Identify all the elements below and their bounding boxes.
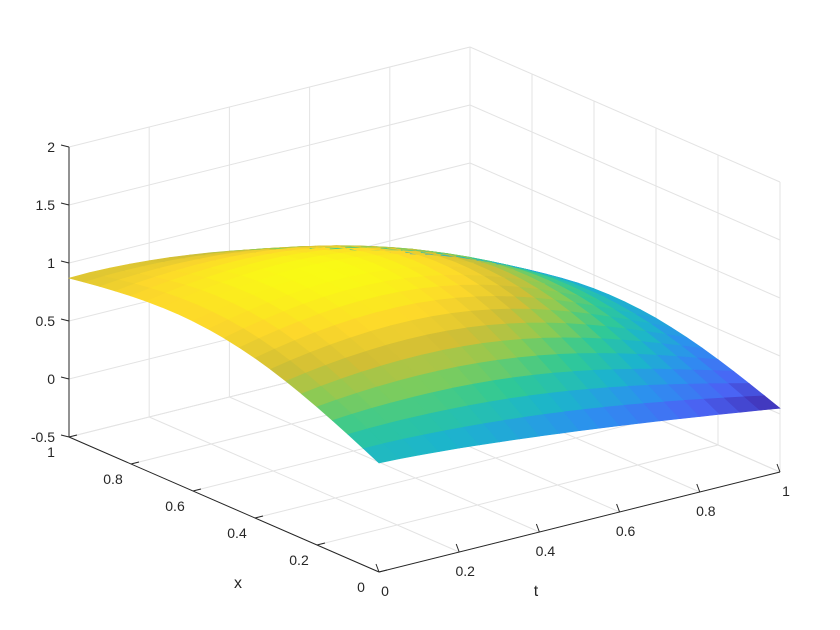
x-tick-label: 0.2 xyxy=(289,552,309,568)
x-tick-mark xyxy=(192,488,202,492)
t-tick-mark xyxy=(776,463,781,473)
x-tick-label: 0.8 xyxy=(103,471,123,487)
t-tick-label: 1 xyxy=(782,483,790,499)
x-tick-label: 0 xyxy=(357,579,365,595)
z-tick-mark xyxy=(60,318,70,322)
t-tick-mark xyxy=(455,543,460,553)
z-tick-label: 2 xyxy=(47,139,55,155)
x-tick-label: 1 xyxy=(47,444,55,460)
x-tick-mark xyxy=(316,542,326,546)
side-wall-grid-line xyxy=(469,46,781,183)
t-tick-label: 0 xyxy=(381,583,389,599)
t-tick-label: 0.4 xyxy=(536,543,556,559)
back-wall-grid-line xyxy=(68,46,471,148)
x-tick-mark xyxy=(130,461,140,465)
t-tick-mark xyxy=(535,523,540,533)
floor-grid-line xyxy=(229,396,540,533)
z-tick-mark xyxy=(60,260,70,264)
t-tick-mark xyxy=(616,503,621,513)
t-tick-mark xyxy=(375,563,380,573)
z-tick-label: 0 xyxy=(47,371,55,387)
z-tick-label: 1.5 xyxy=(36,197,56,213)
surface xyxy=(67,245,781,464)
t-axis-label: t xyxy=(534,583,539,600)
z-tick-mark xyxy=(60,434,70,438)
x-axis-label: x xyxy=(234,575,242,592)
z-tick-label: 1 xyxy=(47,255,55,271)
floor-grid-line xyxy=(254,417,657,519)
side-wall-grid-line xyxy=(469,220,781,357)
x-tick-mark xyxy=(378,569,388,573)
z-tick-label: 0.5 xyxy=(36,313,56,329)
side-wall-grid-line xyxy=(469,104,781,241)
z-tick-mark xyxy=(60,202,70,206)
x-tick-label: 0.4 xyxy=(227,525,247,541)
t-tick-mark xyxy=(696,483,701,493)
tick-labels: 00.20.40.60.8100.20.40.60.81-0.500.511.5… xyxy=(31,139,790,599)
side-wall-grid-line xyxy=(469,162,781,299)
floor-grid-line xyxy=(316,444,719,546)
t-axis-line xyxy=(378,471,781,573)
x-tick-label: 0.6 xyxy=(165,498,185,514)
z-tick-label: -0.5 xyxy=(31,429,55,445)
z-tick-mark xyxy=(60,144,70,148)
t-tick-label: 0.6 xyxy=(616,523,636,539)
back-wall-grid-line xyxy=(68,162,471,264)
x-tick-mark xyxy=(254,515,264,519)
back-wall-grid-line xyxy=(68,104,471,206)
surface-patch xyxy=(743,395,781,411)
t-tick-label: 0.8 xyxy=(696,503,716,519)
x-tick-mark xyxy=(68,434,78,438)
x-axis-line xyxy=(68,436,380,573)
t-tick-label: 0.2 xyxy=(455,563,475,579)
z-tick-mark xyxy=(60,376,70,380)
axes xyxy=(60,144,781,573)
floor-grid-line xyxy=(149,416,460,553)
